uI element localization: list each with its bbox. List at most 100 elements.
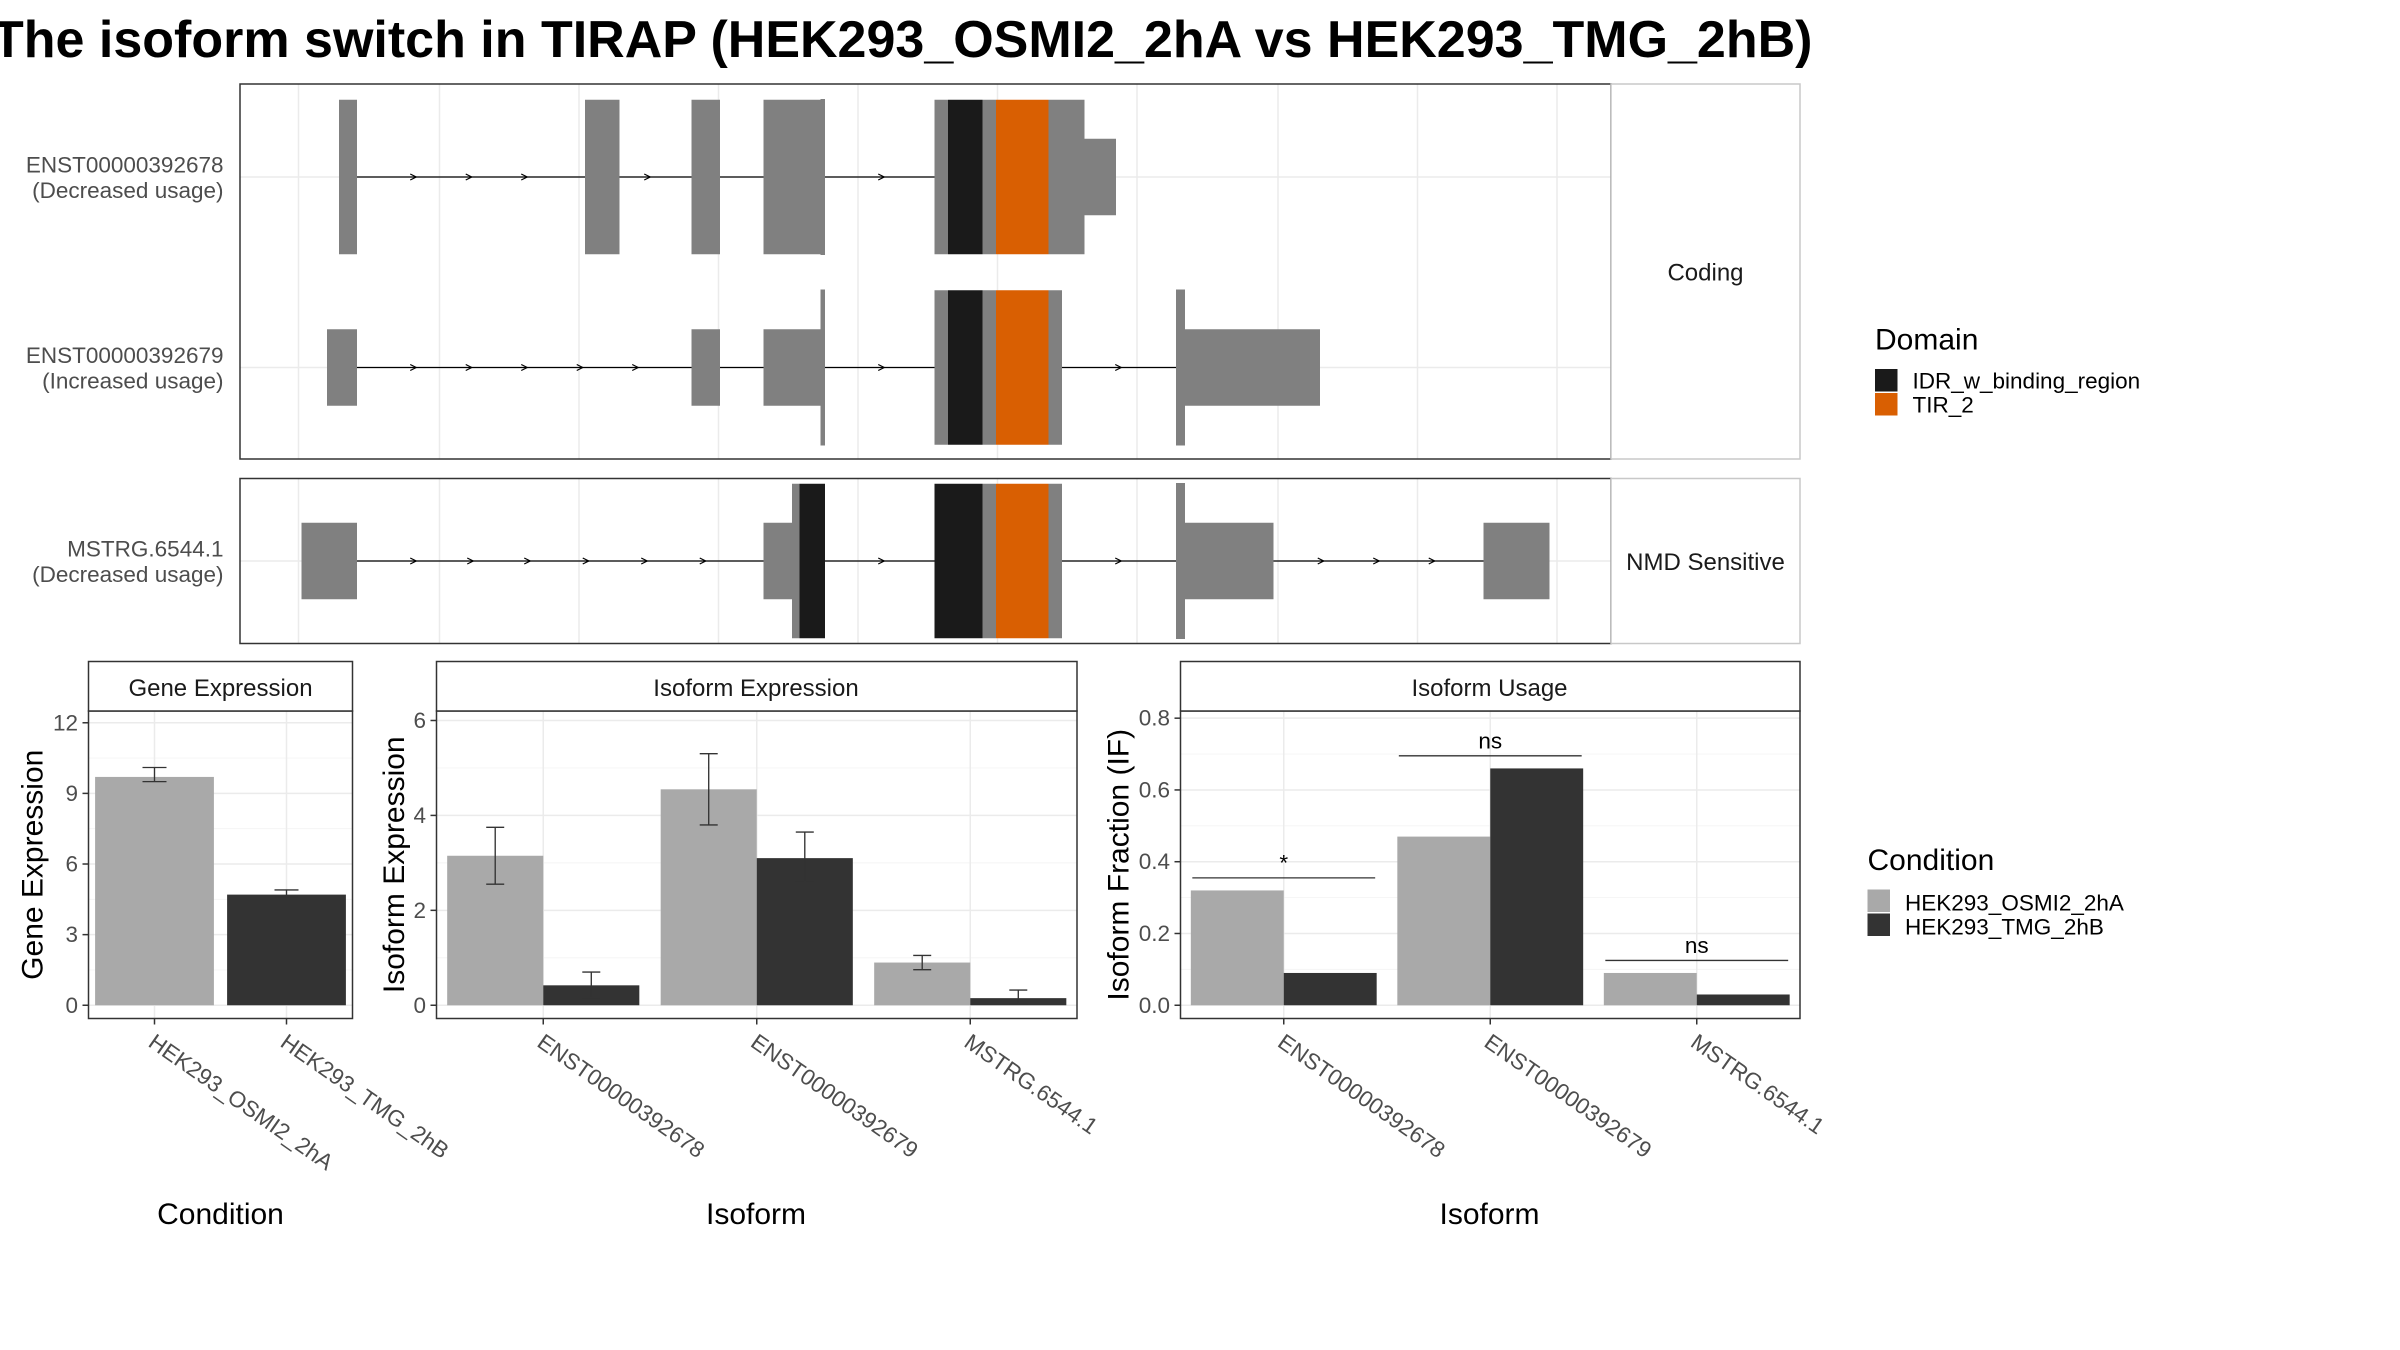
exon-block <box>763 522 792 600</box>
transcript-usage-label: (Decreased usage) <box>32 178 223 203</box>
chart-title: Isoform Usage <box>1411 675 1567 702</box>
y-tick-label: 6 <box>65 852 78 877</box>
intron-arrow <box>699 557 708 565</box>
exon-block <box>763 329 821 406</box>
exon-block <box>1185 329 1320 406</box>
exon-block <box>339 99 357 255</box>
facet-strip-label: Coding <box>1667 260 1743 287</box>
error-bar <box>142 766 167 783</box>
error-bar <box>1009 989 1028 1005</box>
structure-panel: MSTRG.6544.1(Decreased usage) NMD Sensiti… <box>32 477 1801 645</box>
intron-arrow <box>877 363 886 372</box>
y-tick-label: 0.6 <box>1139 777 1170 802</box>
y-tick-label: 0 <box>65 993 78 1018</box>
exon-block <box>982 483 996 639</box>
y-tick-label: 4 <box>413 803 426 828</box>
y-tick-label: 0 <box>413 993 426 1018</box>
y-tick-label: 0.0 <box>1139 993 1170 1018</box>
error-bar <box>913 954 932 971</box>
idr-domain-block <box>948 290 983 445</box>
intron-arrow <box>631 363 640 372</box>
idr-domain-block <box>799 483 825 639</box>
exon-block <box>327 329 357 406</box>
y-axis-title: Isoform Expression <box>378 736 411 993</box>
y-tick-label: 6 <box>413 708 426 733</box>
intron-arrow <box>877 557 886 565</box>
chart-title-strip <box>435 660 1078 712</box>
domain-legend-title: Domain <box>1875 324 1978 357</box>
y-axis-title: Gene Expression <box>17 750 50 980</box>
figure-title: The isoform switch in TIRAP (HEK293_OSMI… <box>0 11 1812 69</box>
domain-legend-label: TIR_2 <box>1913 393 1974 418</box>
x-tick-label: MSTRG.6544.1 <box>960 1029 1102 1139</box>
tir-domain-block <box>996 290 1049 445</box>
bar <box>1397 836 1491 1006</box>
intron-arrow <box>465 173 474 181</box>
error-bar <box>274 889 299 898</box>
significance-label: ns <box>1478 728 1502 753</box>
error-bar <box>582 971 601 999</box>
intron-arrow <box>576 363 585 372</box>
idr-domain-block <box>934 483 983 639</box>
x-axis-title: Condition <box>157 1198 284 1231</box>
significance-label: * <box>1279 850 1288 875</box>
exon-block <box>792 483 800 639</box>
intron-arrow <box>465 363 474 372</box>
bar <box>1696 994 1790 1006</box>
y-tick-label: 0.8 <box>1139 706 1170 731</box>
x-tick-label: MSTRG.6544.1 <box>1686 1029 1828 1139</box>
bar <box>1283 972 1377 1006</box>
chart-title: Isoform Expression <box>653 675 858 702</box>
transcript-id-label: ENST00000392679 <box>26 343 224 368</box>
bar <box>95 776 214 1006</box>
exon-block <box>691 329 720 406</box>
exon-block <box>1048 290 1062 445</box>
condition-legend-label: HEK293_OSMI2_2hA <box>1905 891 2124 916</box>
condition-legend-swatch <box>1867 913 1890 936</box>
intron-arrow <box>1428 557 1437 565</box>
y-axis-title: Isoform Fraction (IF) <box>1103 729 1136 1001</box>
transcript-usage-label: (Increased usage) <box>42 369 223 394</box>
intron-arrow <box>520 173 529 181</box>
exon-block <box>691 99 720 255</box>
exon-block <box>982 290 996 445</box>
intron-arrow <box>1114 557 1123 565</box>
intron-arrow <box>1372 557 1381 565</box>
exon-block <box>1048 99 1085 255</box>
exon-block <box>1084 138 1116 216</box>
chart-panel: * ns ns Isoform Usage 0.0 0.2 0.4 0.6 0.8 ENST000… <box>1103 660 1829 1231</box>
y-tick-label: 0.4 <box>1139 849 1170 874</box>
domain-legend-swatch <box>1875 369 1898 392</box>
transcript-id-label: ENST00000392678 <box>26 153 224 178</box>
condition-legend-title: Condition <box>1868 844 1995 877</box>
x-tick-label: ENST00000392678 <box>1273 1029 1449 1163</box>
bar <box>1190 890 1284 1006</box>
exon-block <box>585 99 620 255</box>
intron-arrow <box>409 363 418 372</box>
structure-panel-bg <box>240 84 1611 459</box>
intron-arrow <box>523 557 532 565</box>
intron-arrow <box>640 557 649 565</box>
structure-panel: ENST00000392678(Decreased usage) ENST0000… <box>26 83 1801 460</box>
exon-block <box>1048 483 1062 639</box>
x-axis-title: Isoform <box>706 1198 806 1231</box>
exon-block <box>820 289 825 446</box>
facet-strip <box>1610 83 1801 460</box>
chart-title-strip <box>87 660 354 712</box>
intron-arrow <box>409 557 418 565</box>
domain-legend-swatch <box>1875 393 1898 416</box>
x-axis-title: Isoform <box>1439 1198 1539 1231</box>
exon-block <box>934 99 948 255</box>
bar <box>227 894 346 1006</box>
intron-arrow <box>877 173 886 181</box>
exon-block <box>1176 483 1185 639</box>
error-bar <box>699 753 718 826</box>
transcript-usage-label: (Decreased usage) <box>32 562 223 587</box>
intron-arrow <box>520 363 529 372</box>
chart-title: Gene Expression <box>128 675 312 702</box>
facet-strip <box>1610 477 1801 645</box>
